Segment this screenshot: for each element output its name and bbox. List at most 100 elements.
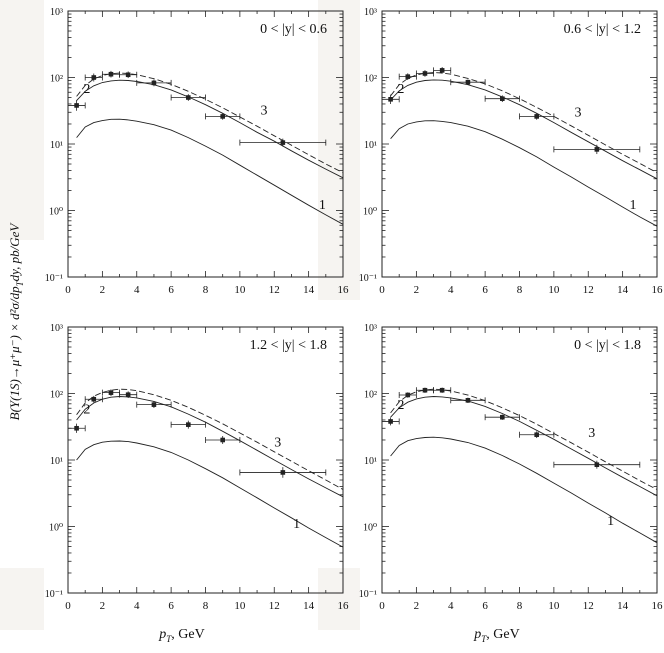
data-point	[67, 100, 86, 111]
y-tick-label: 10⁰	[363, 523, 377, 534]
data-point	[381, 417, 400, 426]
data-point	[239, 138, 327, 147]
x-tick-label: 4	[134, 284, 140, 296]
plot-frame	[67, 326, 344, 594]
data-marker	[500, 414, 505, 420]
x-axis-label-tail: , GeV	[486, 627, 519, 642]
panel-title: 0 < |y| < 1.8	[574, 338, 641, 353]
data-point	[119, 71, 138, 79]
y-tick-label: 10³	[364, 7, 377, 18]
curve-label-1: 1	[293, 517, 300, 532]
curve-1-solid	[76, 118, 344, 225]
x-axis-label-main: p	[158, 627, 166, 642]
x-tick-label: 12	[583, 284, 594, 296]
data-marker	[422, 387, 428, 393]
data-point	[484, 95, 520, 103]
x-tick-label: 4	[448, 600, 454, 612]
panel-title: 0.6 < |y| < 1.2	[564, 22, 641, 37]
x-tick-label: 6	[482, 284, 488, 296]
curve-label-2: 2	[397, 398, 404, 413]
y-tick-label: 10¹	[50, 456, 63, 467]
x-tick-label: 12	[583, 600, 594, 612]
y-axis-label-tail: dy, pb/GeV	[7, 222, 22, 282]
curve-label-2: 2	[83, 403, 90, 418]
curve-label-3: 3	[274, 435, 281, 450]
data-point	[519, 431, 555, 439]
y-tick-label: 10⁰	[49, 523, 63, 534]
data-point	[450, 79, 486, 86]
data-marker	[422, 71, 428, 76]
x-tick-label: 10	[548, 600, 560, 612]
data-point	[239, 467, 327, 478]
curve-2-solid	[390, 396, 658, 497]
x-tick-label: 6	[482, 600, 488, 612]
x-axis-label-left: pT, GeV	[158, 627, 204, 644]
data-point	[519, 113, 555, 120]
y-axis-label: B(Υ(1S)→μ⁺μ⁻) × d²σ/dpTdy, pb/GeV	[7, 222, 25, 421]
y-tick-label: 10²	[50, 390, 63, 401]
x-tick-label: 2	[100, 284, 106, 296]
data-point	[119, 391, 138, 399]
x-tick-label: 2	[100, 600, 106, 612]
curve-3-dashed	[76, 72, 344, 174]
x-tick-label: 6	[168, 284, 174, 296]
data-marker	[280, 140, 286, 145]
x-tick-label: 16	[652, 284, 664, 296]
data-marker	[108, 390, 114, 395]
x-tick-label: 14	[303, 284, 315, 296]
x-tick-label: 0	[65, 284, 71, 296]
x-axis-label-tail: , GeV	[171, 627, 204, 642]
data-point	[136, 79, 172, 87]
x-tick-label: 14	[617, 284, 629, 296]
y-tick-label: 10⁻¹	[359, 589, 377, 600]
data-marker	[465, 79, 471, 85]
bg-block-mid-top	[318, 0, 360, 300]
y-tick-label: 10⁻¹	[359, 273, 377, 284]
data-point	[136, 401, 172, 408]
data-marker	[280, 470, 286, 475]
x-tick-label: 16	[338, 284, 350, 296]
curve-3-dashed	[390, 388, 658, 490]
curve-2-solid	[390, 79, 658, 180]
data-point	[398, 391, 417, 398]
x-tick-label: 8	[203, 284, 209, 296]
data-point	[101, 389, 120, 396]
y-tick-label: 10²	[364, 390, 377, 401]
curve-label-1: 1	[629, 198, 636, 213]
y-tick-label: 10¹	[364, 456, 377, 467]
curve-label-1: 1	[607, 514, 614, 529]
data-point	[381, 94, 400, 104]
x-tick-label: 0	[65, 600, 71, 612]
y-tick-label: 10¹	[50, 140, 63, 151]
data-point	[398, 73, 417, 80]
x-tick-label: 12	[269, 284, 280, 296]
plot-frame	[381, 326, 658, 594]
y-axis-label-sub: T	[15, 280, 25, 286]
data-marker	[74, 103, 79, 108]
data-marker	[186, 422, 191, 427]
data-point	[433, 387, 452, 394]
data-marker	[439, 68, 445, 73]
x-axis-label-main: p	[473, 627, 481, 642]
curve-1-solid	[390, 120, 658, 227]
x-axis-label-sub: T	[481, 634, 487, 644]
x-tick-label: 10	[548, 284, 560, 296]
x-tick-label: 16	[338, 600, 350, 612]
data-point	[205, 113, 241, 120]
data-marker	[186, 95, 191, 100]
y-axis-label-main: B(Υ(1S)→μ⁺μ⁻) × d²σ/dp	[7, 286, 22, 420]
data-marker	[405, 74, 411, 79]
x-tick-label: 2	[414, 284, 420, 296]
data-marker	[91, 75, 97, 80]
x-tick-label: 8	[517, 284, 523, 296]
panel-title: 1.2 < |y| < 1.8	[250, 338, 327, 353]
curve-3-dashed	[76, 388, 344, 490]
data-point	[433, 67, 452, 74]
bg-block-left-bottom	[0, 568, 44, 630]
y-tick-label: 10²	[50, 74, 63, 85]
